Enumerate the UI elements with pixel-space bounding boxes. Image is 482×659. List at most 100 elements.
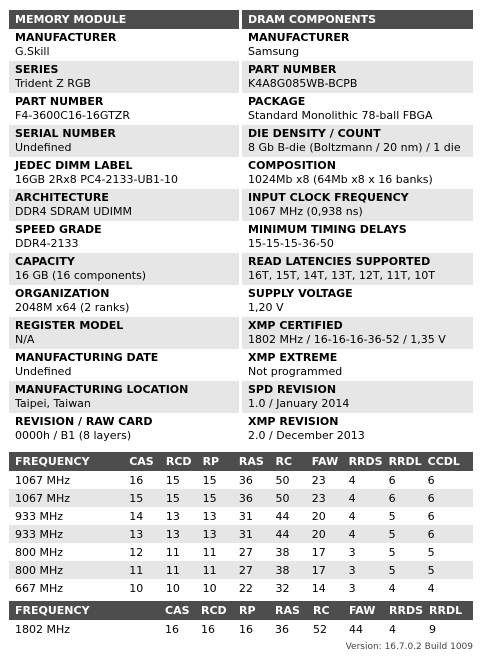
spec-field-label: XMP CERTIFIED bbox=[248, 319, 343, 332]
spec-field: READ LATENCIES SUPPORTED 16T, 15T, 14T, 1… bbox=[242, 253, 473, 285]
spec-field-value: G.Skill bbox=[15, 45, 50, 58]
column-header: CAS bbox=[159, 601, 195, 620]
dram-components-header: DRAM COMPONENTS bbox=[242, 10, 473, 29]
table-cell: 11 bbox=[159, 561, 197, 579]
spec-field: MANUFACTURER G.Skill bbox=[9, 29, 239, 61]
table-cell: 3 bbox=[348, 581, 356, 595]
xmp-table-header-row: FREQUENCY CAS RCD RP RAS RC FAW RRDS RRDL bbox=[9, 601, 473, 620]
column-header: CCDL bbox=[421, 452, 473, 471]
spec-field: MANUFACTURING DATE Undefined bbox=[9, 349, 239, 381]
table-cell: 1067 MHz bbox=[15, 473, 71, 487]
table-cell: 10 bbox=[202, 581, 217, 595]
spec-field-value: 2048M x64 (2 ranks) bbox=[15, 301, 130, 314]
spec-field-value: N/A bbox=[15, 333, 35, 346]
spec-field-value: Taipei, Taiwan bbox=[15, 397, 91, 410]
memory-module-panel: MEMORY MODULE MANUFACTURER G.Skill SERIES T… bbox=[9, 10, 239, 445]
table-cell: 11 bbox=[123, 561, 160, 579]
table-cell: 5 bbox=[388, 509, 396, 523]
timing-table-header-row: FREQUENCY CAS RCD RP RAS RC FAW RRDS RRDL CCDL bbox=[9, 452, 473, 471]
table-cell: 15 bbox=[123, 489, 160, 507]
spec-field-value: 1067 MHz (0,938 ns) bbox=[248, 205, 363, 218]
table-cell: 5 bbox=[382, 525, 422, 543]
table-cell: 3 bbox=[342, 561, 383, 579]
spec-field: PART NUMBER F4-3600C16-16GTZR bbox=[9, 93, 239, 125]
table-cell: 27 bbox=[238, 545, 253, 559]
spec-field-label: XMP EXTREME bbox=[248, 351, 338, 364]
column-header: RP bbox=[196, 452, 233, 471]
spec-field-value: 1802 MHz / 16-16-16-36-52 / 1,35 V bbox=[248, 333, 446, 346]
table-cell: 6 bbox=[382, 489, 422, 507]
table-cell: 15 bbox=[202, 473, 217, 487]
table-cell: 5 bbox=[382, 561, 422, 579]
table-cell: 11 bbox=[202, 545, 217, 559]
table-cell: 36 bbox=[232, 489, 270, 507]
table-cell: 23 bbox=[311, 473, 326, 487]
spec-field-value: 2.0 / December 2013 bbox=[248, 429, 365, 442]
table-cell: 4 bbox=[348, 509, 356, 523]
table-cell: 31 bbox=[232, 525, 270, 543]
spec-field-label: READ LATENCIES SUPPORTED bbox=[248, 255, 431, 268]
spec-field-value: 16 GB (16 components) bbox=[15, 269, 147, 282]
spec-field: REGISTER MODEL N/A bbox=[9, 317, 239, 349]
spec-field-label: JEDEC DIMM LABEL bbox=[15, 159, 133, 172]
table-cell: 36 bbox=[238, 473, 253, 487]
xmp-timing-table: FREQUENCY CAS RCD RP RAS RC FAW RRDS RRDL 1802 M… bbox=[9, 601, 473, 638]
spec-field: INPUT CLOCK FREQUENCY 1067 MHz (0,938 ns) bbox=[242, 189, 473, 221]
table-cell: 4 bbox=[389, 622, 396, 636]
spec-field-value: Samsung bbox=[248, 45, 300, 58]
spec-field-label: REVISION / RAW CARD bbox=[15, 415, 153, 428]
spec-field: SPEED GRADE DDR4-2133 bbox=[9, 221, 239, 253]
table-cell: 27 bbox=[232, 561, 270, 579]
spec-field-label: SPD REVISION bbox=[248, 383, 337, 396]
spec-field: XMP CERTIFIED 1802 MHz / 16-16-16-36-52 /… bbox=[242, 317, 473, 349]
column-header: FAW bbox=[343, 601, 383, 620]
memory-module-header: MEMORY MODULE bbox=[9, 10, 239, 29]
table-cell: 667 MHz bbox=[15, 581, 64, 595]
timing-table-body: 1067 MHz 16 15 15 36 50 23 4 6 6 1067 MHz 15 15 15 36 5… bbox=[9, 471, 473, 597]
table-cell: 14 bbox=[311, 581, 326, 595]
spec-field-label: SERIES bbox=[15, 63, 59, 76]
table-cell: 52 bbox=[313, 622, 327, 636]
table-cell: 15 bbox=[165, 473, 180, 487]
table-cell: 16 bbox=[201, 622, 215, 636]
spec-field: ORGANIZATION 2048M x64 (2 ranks) bbox=[9, 285, 239, 317]
table-row: 933 MHz 13 13 13 31 44 20 4 5 6 bbox=[9, 525, 473, 543]
spec-field-label: COMPOSITION bbox=[248, 159, 336, 172]
spec-field: COMPOSITION 1024Mb x8 (64Mb x8 x 16 banks… bbox=[242, 157, 473, 189]
spec-field-value: 15-15-15-36-50 bbox=[248, 237, 334, 250]
spec-field: SERIAL NUMBER Undefined bbox=[9, 125, 239, 157]
xmp-table-body: 1802 MHz 16 16 16 36 52 44 4 9 bbox=[9, 620, 473, 638]
spec-field-label: PART NUMBER bbox=[15, 95, 104, 108]
spec-field: PART NUMBER K4A8G085WB-BCPB bbox=[242, 61, 473, 93]
spec-field-label: SERIAL NUMBER bbox=[15, 127, 116, 140]
spec-field-label: INPUT CLOCK FREQUENCY bbox=[248, 191, 409, 204]
spec-field-value: Undefined bbox=[15, 365, 72, 378]
table-cell: 5 bbox=[427, 545, 435, 559]
spec-field-label: REGISTER MODEL bbox=[15, 319, 124, 332]
spec-field: SPD REVISION 1.0 / January 2014 bbox=[242, 381, 473, 413]
spec-field: ARCHITECTURE DDR4 SDRAM UDIMM bbox=[9, 189, 239, 221]
table-row: 800 MHz 12 11 11 27 38 17 3 5 5 bbox=[9, 543, 473, 561]
table-cell: 32 bbox=[275, 581, 290, 595]
column-header: CAS bbox=[123, 452, 160, 471]
version-label: Version: 16.7.0.2 Build 1009 bbox=[345, 642, 473, 652]
column-header: RRDL bbox=[382, 452, 422, 471]
spec-field: JEDEC DIMM LABEL 16GB 2Rx8 PC4-2133-UB1-1… bbox=[9, 157, 239, 189]
spec-field-label: PART NUMBER bbox=[248, 63, 337, 76]
table-cell: 15 bbox=[159, 489, 197, 507]
table-cell: 4 bbox=[388, 581, 396, 595]
table-cell: 15 bbox=[196, 489, 233, 507]
table-cell: 13 bbox=[165, 509, 180, 523]
column-header: RAS bbox=[269, 601, 307, 620]
table-row: 800 MHz 11 11 11 27 38 17 3 5 5 bbox=[9, 561, 473, 579]
spec-field-value: Undefined bbox=[15, 141, 72, 154]
table-cell: 5 bbox=[421, 561, 473, 579]
table-cell: 50 bbox=[269, 489, 306, 507]
table-cell: 11 bbox=[196, 561, 233, 579]
table-cell: 22 bbox=[238, 581, 253, 595]
table-cell: 5 bbox=[388, 545, 396, 559]
spec-field: MANUFACTURING LOCATION Taipei, Taiwan bbox=[9, 381, 239, 413]
table-row: 1067 MHz 15 15 15 36 50 23 4 6 6 bbox=[9, 489, 473, 507]
spec-field-value: 0000h / B1 (8 layers) bbox=[15, 429, 132, 442]
table-cell: 44 bbox=[349, 622, 363, 636]
